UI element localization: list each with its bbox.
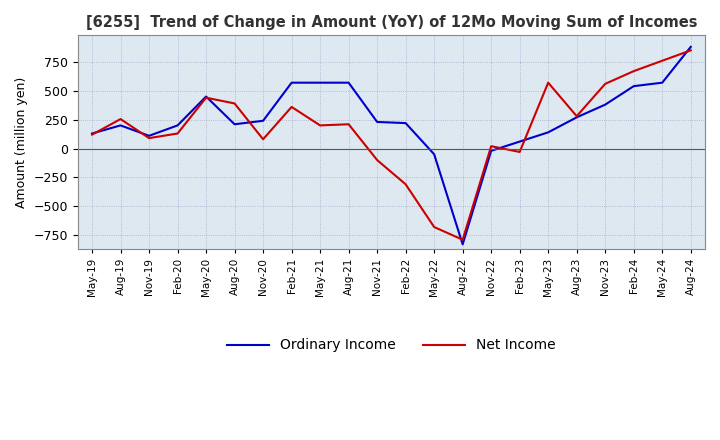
Ordinary Income [373, 119, 382, 125]
Ordinary Income [258, 118, 267, 124]
Ordinary Income [430, 152, 438, 157]
Ordinary Income [487, 148, 495, 154]
Ordinary Income [544, 130, 552, 135]
Net Income [258, 137, 267, 142]
Ordinary Income [88, 131, 96, 136]
Ordinary Income [629, 84, 638, 89]
Ordinary Income [459, 242, 467, 247]
Ordinary Income [658, 80, 667, 85]
Ordinary Income [230, 121, 239, 127]
Net Income [316, 123, 325, 128]
Net Income [658, 58, 667, 63]
Net Income [373, 158, 382, 163]
Ordinary Income [601, 102, 610, 107]
Ordinary Income [401, 121, 410, 126]
Net Income [629, 69, 638, 74]
Net Income [544, 80, 552, 85]
Net Income [572, 114, 581, 119]
Y-axis label: Amount (million yen): Amount (million yen) [15, 77, 28, 208]
Ordinary Income [145, 133, 153, 139]
Title: [6255]  Trend of Change in Amount (YoY) of 12Mo Moving Sum of Incomes: [6255] Trend of Change in Amount (YoY) o… [86, 15, 697, 30]
Net Income [686, 48, 695, 53]
Net Income [487, 143, 495, 149]
Ordinary Income [202, 94, 210, 99]
Net Income [116, 117, 125, 122]
Ordinary Income [572, 115, 581, 120]
Ordinary Income [116, 123, 125, 128]
Net Income [344, 121, 353, 127]
Net Income [145, 136, 153, 141]
Net Income [174, 131, 182, 136]
Legend: Ordinary Income, Net Income: Ordinary Income, Net Income [222, 333, 562, 358]
Line: Net Income: Net Income [92, 50, 690, 240]
Net Income [601, 81, 610, 87]
Net Income [401, 182, 410, 187]
Ordinary Income [686, 44, 695, 50]
Ordinary Income [516, 139, 524, 144]
Net Income [459, 237, 467, 242]
Ordinary Income [316, 80, 325, 85]
Net Income [230, 101, 239, 106]
Net Income [287, 104, 296, 110]
Net Income [202, 95, 210, 100]
Net Income [88, 132, 96, 137]
Net Income [516, 149, 524, 154]
Ordinary Income [287, 80, 296, 85]
Net Income [430, 224, 438, 230]
Ordinary Income [344, 80, 353, 85]
Ordinary Income [174, 123, 182, 128]
Line: Ordinary Income: Ordinary Income [92, 47, 690, 244]
